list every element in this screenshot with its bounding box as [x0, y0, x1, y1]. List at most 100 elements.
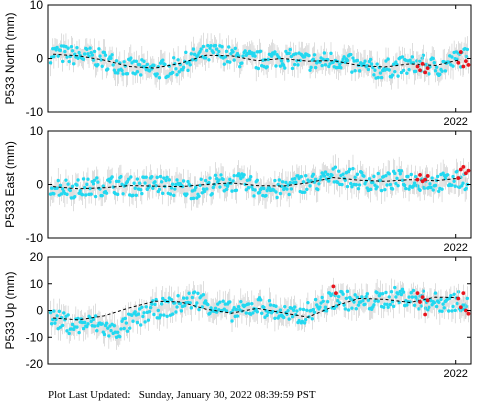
data-point: [162, 313, 166, 317]
recent-point: [415, 177, 420, 182]
data-point: [93, 314, 98, 318]
data-point: [324, 309, 329, 313]
data-point: [91, 182, 96, 186]
data-point: [267, 299, 272, 303]
data-point: [96, 63, 100, 67]
data-point: [264, 193, 268, 198]
data-point: [186, 179, 190, 184]
data-point: [134, 193, 139, 197]
data-point: [181, 65, 186, 70]
data-point: [141, 314, 145, 319]
data-point: [265, 313, 269, 318]
data-point: [303, 174, 308, 178]
data-point: [192, 290, 197, 294]
data-point: [65, 329, 69, 333]
data-point: [342, 55, 346, 59]
data-point: [121, 72, 125, 76]
data-point: [280, 180, 285, 184]
data-point: [339, 66, 343, 70]
data-point: [183, 303, 187, 308]
y-tick-label: 10: [30, 0, 44, 12]
data-point: [239, 299, 243, 304]
data-point: [363, 182, 367, 186]
data-point: [355, 172, 360, 176]
data-point: [405, 303, 409, 307]
recent-point: [466, 311, 471, 316]
data-point: [431, 188, 435, 192]
y-tick-label: 10: [30, 277, 44, 291]
data-point: [119, 174, 123, 179]
data-point: [391, 304, 396, 309]
data-point: [181, 179, 186, 183]
data-point: [399, 169, 404, 173]
data-point: [170, 182, 175, 186]
data-point: [448, 296, 452, 300]
data-point: [176, 58, 180, 62]
data-point: [135, 177, 140, 181]
data-point: [159, 302, 164, 306]
data-point: [289, 306, 294, 310]
data-point: [388, 182, 393, 187]
data-point: [356, 303, 361, 307]
data-point: [353, 69, 357, 73]
data-point: [73, 52, 77, 56]
data-point: [301, 180, 306, 184]
data-point: [266, 310, 270, 314]
data-point: [110, 175, 114, 179]
data-point: [70, 322, 75, 327]
data-point: [227, 45, 231, 49]
data-point: [238, 64, 242, 69]
data-point: [307, 53, 311, 58]
data-point: [465, 47, 470, 52]
data-point: [286, 59, 290, 63]
data-point: [48, 310, 53, 315]
data-point: [199, 177, 203, 181]
data-point: [363, 302, 367, 306]
data-point: [217, 178, 221, 182]
recent-point: [461, 291, 466, 296]
data-point: [102, 50, 107, 55]
data-point: [320, 63, 324, 68]
data-point: [405, 71, 409, 75]
data-point: [281, 315, 286, 320]
data-point: [354, 307, 358, 311]
data-point: [188, 301, 192, 305]
data-point: [435, 174, 440, 179]
data-point: [394, 295, 398, 299]
data-point: [172, 56, 176, 60]
data-point: [104, 191, 109, 195]
data-point: [187, 60, 191, 64]
data-point: [165, 175, 169, 179]
data-point: [384, 173, 388, 178]
data-point: [211, 50, 216, 55]
data-point: [66, 182, 70, 186]
data-point: [364, 179, 368, 183]
data-point: [283, 304, 287, 309]
data-point: [55, 186, 59, 190]
data-point: [203, 178, 208, 183]
data-point: [93, 194, 98, 199]
data-point: [262, 186, 266, 191]
data-point: [95, 329, 99, 333]
data-point: [437, 300, 441, 304]
data-point: [322, 51, 327, 55]
data-point: [289, 187, 294, 191]
data-point: [203, 56, 208, 60]
data-point: [59, 192, 64, 196]
data-point: [161, 296, 165, 301]
data-point: [255, 178, 260, 182]
data-point: [402, 183, 407, 188]
data-point: [351, 56, 355, 60]
data-point: [432, 61, 437, 65]
data-point: [343, 307, 347, 311]
data-point: [372, 174, 376, 179]
data-point: [125, 72, 130, 76]
data-point: [376, 75, 380, 80]
data-point: [318, 178, 322, 182]
data-point: [85, 182, 89, 187]
data-point: [85, 47, 89, 52]
data-point: [395, 176, 399, 180]
data-point: [175, 305, 179, 309]
data-point: [350, 185, 354, 189]
data-point: [323, 63, 328, 67]
